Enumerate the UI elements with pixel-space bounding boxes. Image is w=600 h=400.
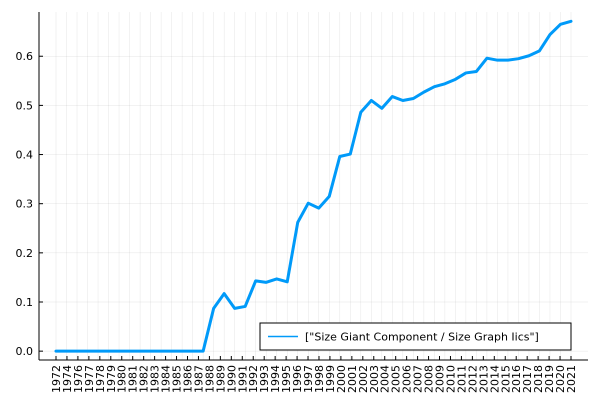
x-tick-label: 2001 xyxy=(346,365,359,393)
x-tick-label: 1977 xyxy=(83,365,96,393)
x-tick-label: 2017 xyxy=(521,365,534,393)
x-tick-label: 2013 xyxy=(477,365,490,393)
x-tick-label: 1989 xyxy=(214,365,227,393)
x-tick-label: 2016 xyxy=(510,365,523,393)
x-tick-label: 1996 xyxy=(291,365,304,393)
x-tick-label: 1995 xyxy=(280,365,293,393)
x-tick-label: 1992 xyxy=(247,365,260,393)
x-tick-label: 1972 xyxy=(50,365,63,393)
y-tick-label: 0.5 xyxy=(16,99,34,112)
x-tick-label: 1999 xyxy=(324,365,337,393)
tick-labels: 0.00.10.20.30.40.50.61972197419761977197… xyxy=(16,50,579,393)
grid xyxy=(39,12,588,360)
x-tick-label: 1981 xyxy=(127,365,140,393)
x-tick-label: 2006 xyxy=(401,365,414,393)
y-tick-label: 0.4 xyxy=(16,149,34,162)
x-tick-label: 2002 xyxy=(357,365,370,393)
x-tick-label: 2009 xyxy=(434,365,447,393)
y-tick-label: 0.3 xyxy=(16,198,34,211)
x-tick-label: 2019 xyxy=(543,365,556,393)
x-tick-label: 1983 xyxy=(149,365,162,393)
x-tick-label: 1994 xyxy=(269,365,282,393)
x-tick-label: 2012 xyxy=(466,365,479,393)
x-tick-label: 2008 xyxy=(423,365,436,393)
x-tick-label: 2014 xyxy=(488,365,501,393)
x-tick-label: 1988 xyxy=(203,365,216,393)
x-tick-label: 2003 xyxy=(368,365,381,393)
y-tick-label: 0.0 xyxy=(16,345,34,358)
x-tick-label: 2015 xyxy=(499,365,512,393)
x-tick-label: 2010 xyxy=(444,365,457,393)
x-tick-label: 1978 xyxy=(94,365,107,393)
legend: ["Size Giant Component / Size Graph Iics… xyxy=(259,322,572,351)
y-tick-label: 0.6 xyxy=(16,50,34,63)
x-tick-label: 1980 xyxy=(116,365,129,393)
legend-label: ["Size Giant Component / Size Graph Iics… xyxy=(305,331,539,344)
x-tick-label: 1987 xyxy=(192,365,205,393)
x-tick-label: 1993 xyxy=(258,365,271,393)
x-tick-label: 2018 xyxy=(532,365,545,393)
x-tick-label: 2021 xyxy=(565,365,578,393)
x-tick-label: 1982 xyxy=(138,365,151,393)
legend-box xyxy=(259,322,572,351)
x-tick-label: 1984 xyxy=(160,365,173,393)
x-tick-label: 1986 xyxy=(181,365,194,393)
x-tick-label: 1985 xyxy=(171,365,184,393)
x-tick-label: 1990 xyxy=(225,365,238,393)
y-tick-label: 0.1 xyxy=(16,296,34,309)
y-tick-label: 0.2 xyxy=(16,247,34,260)
x-tick-label: 2020 xyxy=(554,365,567,393)
x-tick-label: 1979 xyxy=(105,365,118,393)
x-tick-label: 1997 xyxy=(302,365,315,393)
x-tick-label: 2011 xyxy=(455,365,468,393)
x-tick-label: 2005 xyxy=(390,365,403,393)
x-tick-label: 1974 xyxy=(61,365,74,393)
x-tick-label: 2007 xyxy=(412,365,425,393)
series-lines xyxy=(54,19,573,353)
axes xyxy=(38,12,588,361)
x-tick-label: 1998 xyxy=(313,365,326,393)
x-tick-label: 1991 xyxy=(236,365,249,393)
x-tick-label: 2000 xyxy=(335,365,348,393)
x-tick-label: 2004 xyxy=(379,365,392,393)
x-tick-label: 1976 xyxy=(72,365,85,393)
series-line xyxy=(54,19,573,353)
